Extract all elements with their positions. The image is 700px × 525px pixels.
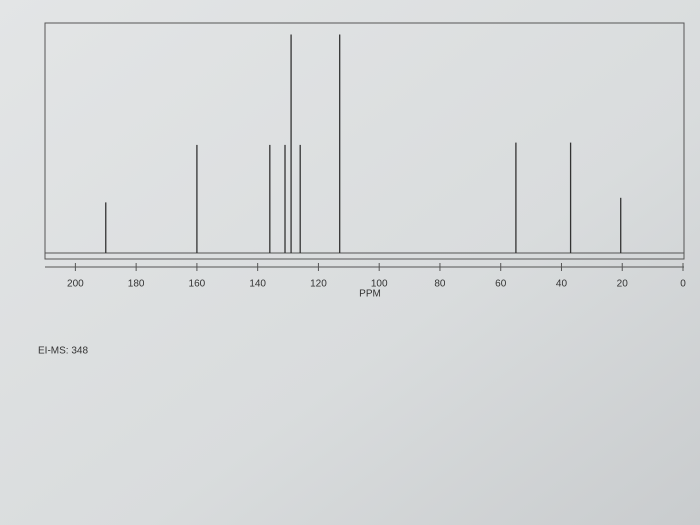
x-tick-label: 20 xyxy=(617,279,629,290)
annotation: EI-MS: 348 xyxy=(38,346,88,357)
x-tick-label: 180 xyxy=(128,279,145,290)
x-tick-label: 160 xyxy=(189,279,206,290)
x-tick-label: 120 xyxy=(310,279,327,290)
x-tick-label: 40 xyxy=(556,279,568,290)
x-tick-label: 60 xyxy=(495,279,507,290)
plot-frame xyxy=(44,22,685,260)
x-tick-label: 80 xyxy=(434,279,446,290)
x-tick-label: 100 xyxy=(371,279,388,290)
x-tick-label: 200 xyxy=(67,279,84,290)
x-axis-title: PPM xyxy=(359,289,381,300)
x-tick-label: 0 xyxy=(680,279,686,290)
x-tick-label: 140 xyxy=(249,279,266,290)
